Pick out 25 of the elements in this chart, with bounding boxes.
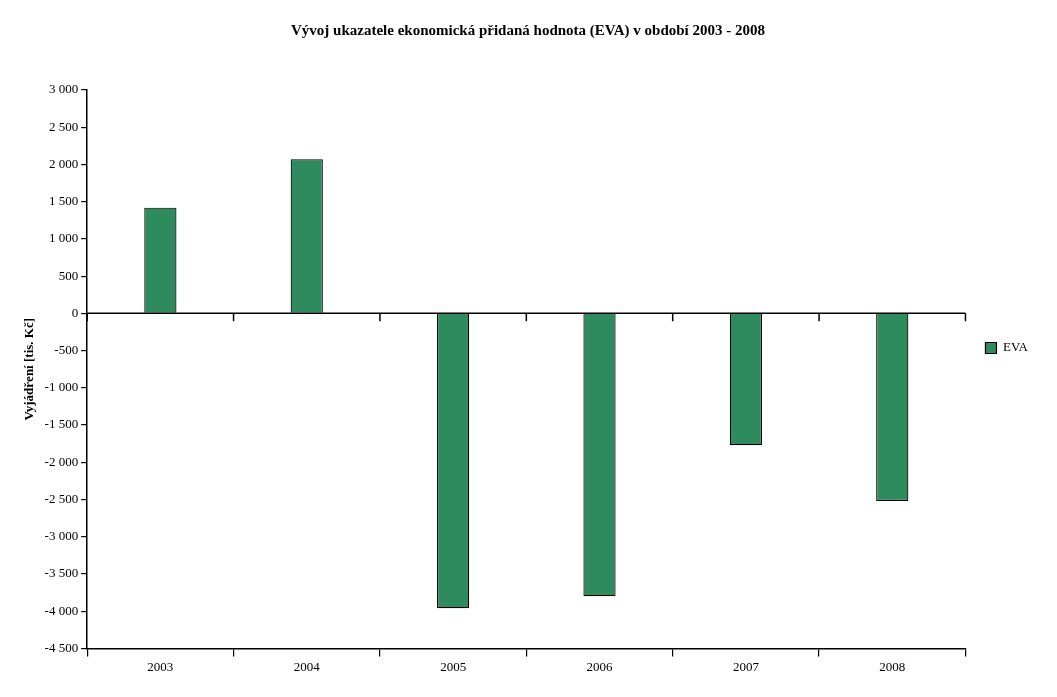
legend-label: EVA xyxy=(1002,339,1029,355)
x-tick-label: 2003 xyxy=(147,658,174,674)
y-tick-label: -3 500 xyxy=(44,565,79,581)
y-axis-title: Vyjádření [tis. Kč] xyxy=(21,317,37,421)
y-tick-label: 2 500 xyxy=(48,118,79,134)
y-tick-label: -2 500 xyxy=(44,490,79,506)
chart-title: Vývoj ukazatele ekonomická přidaná hodnota (EVA) v období 2003 - 2008 xyxy=(291,21,765,39)
y-tick-label: -1 000 xyxy=(44,379,79,395)
y-tick-label: -4 500 xyxy=(44,639,79,655)
y-tick-label: 2 000 xyxy=(48,155,79,171)
y-tick-label: 1 000 xyxy=(48,230,79,246)
y-tick-label: -4 000 xyxy=(44,602,79,618)
y-tick-label: 0 xyxy=(71,304,79,320)
y-tick-label: 1 500 xyxy=(48,193,79,209)
x-tick-label: 2008 xyxy=(879,658,906,674)
y-tick-label: -1 500 xyxy=(44,416,79,432)
x-tick-label: 2007 xyxy=(732,658,760,674)
x-tick-label: 2005 xyxy=(440,658,467,674)
x-tick-label: 2006 xyxy=(586,658,614,674)
y-tick-label: 500 xyxy=(58,267,79,283)
y-tick-label: 3 000 xyxy=(48,81,79,97)
y-tick-label: -500 xyxy=(54,342,79,358)
y-tick-label: -3 000 xyxy=(44,528,79,544)
x-tick-label: 2004 xyxy=(293,658,321,674)
y-tick-label: -2 000 xyxy=(44,453,79,469)
